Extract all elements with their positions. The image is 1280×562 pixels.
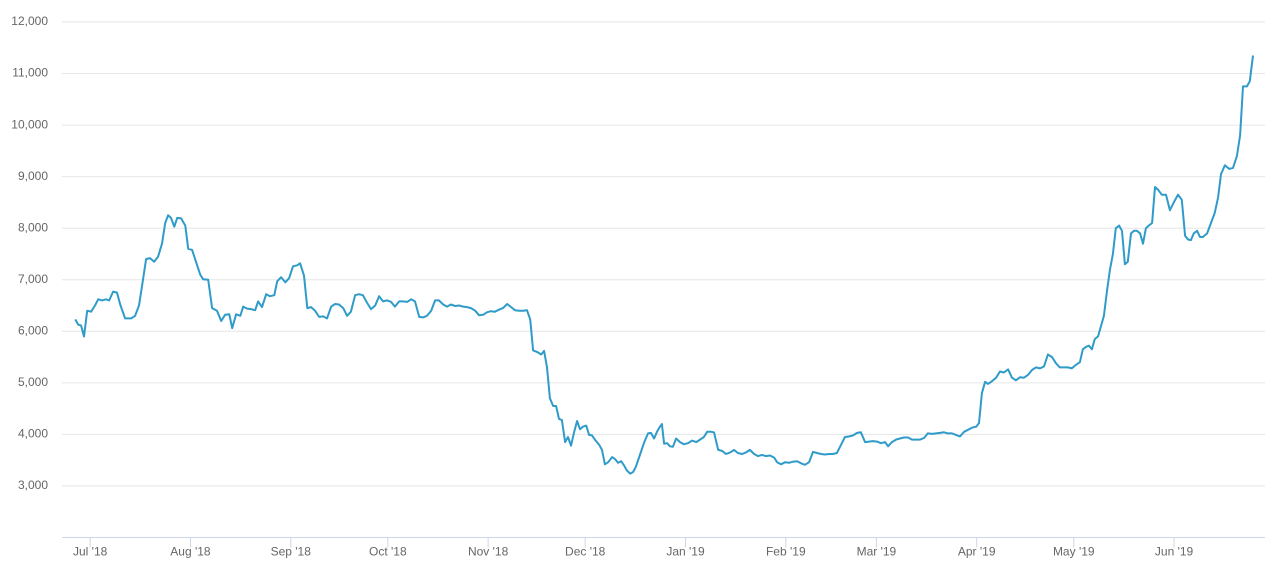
x-tick-label: Jun '19: [1155, 545, 1194, 559]
x-tick-label: Nov '18: [468, 545, 509, 559]
y-tick-label: 9,000: [18, 169, 48, 183]
x-tick-label: Dec '18: [565, 545, 606, 559]
y-tick-label: 12,000: [11, 14, 48, 28]
price-line: [74, 55, 1254, 475]
x-tick-label: Aug '18: [170, 545, 211, 559]
y-tick-label: 3,000: [18, 478, 48, 492]
y-tick-label: 8,000: [18, 220, 48, 234]
x-tick-label: Feb '19: [766, 545, 806, 559]
y-tick-label: 5,000: [18, 375, 48, 389]
x-tick-label: Oct '18: [369, 545, 407, 559]
y-tick-label: 10,000: [11, 117, 48, 131]
y-tick-label: 11,000: [12, 66, 48, 80]
x-tick-label: Sep '18: [271, 545, 312, 559]
x-tick-label: Jul '18: [73, 545, 108, 559]
x-tick-label: May '19: [1053, 545, 1095, 559]
x-tick-label: Apr '19: [958, 545, 996, 559]
x-tick-label: Mar '19: [857, 545, 897, 559]
x-tick-label: Jan '19: [666, 545, 705, 559]
y-tick-label: 6,000: [18, 323, 48, 337]
y-tick-label: 7,000: [18, 272, 48, 286]
y-tick-label: 4,000: [18, 427, 48, 441]
